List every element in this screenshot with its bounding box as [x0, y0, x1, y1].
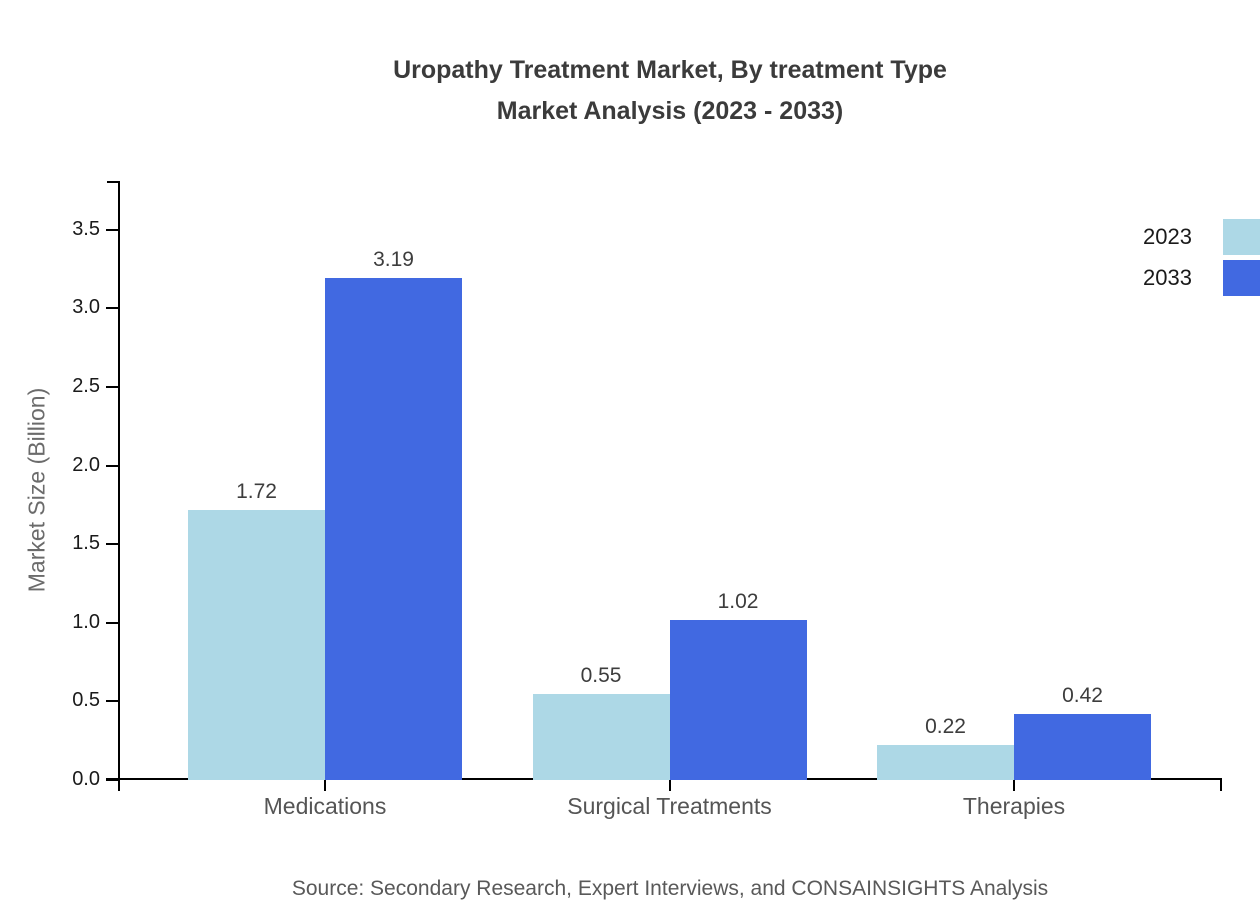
y-tick	[106, 228, 118, 231]
bar-2023-therapies	[877, 745, 1014, 780]
y-tick-label: 1.5	[72, 532, 100, 555]
chart-title-block: Uropathy Treatment Market, By treatment …	[80, 50, 1260, 132]
x-tick	[324, 780, 326, 791]
x-tick	[668, 780, 671, 791]
value-label-2023-therapies: 0.22	[925, 715, 966, 739]
value-label-2023-medications: 1.72	[236, 479, 277, 503]
y-tick	[106, 307, 118, 310]
y-tick-label: 0.5	[72, 689, 100, 712]
y-tick	[106, 464, 118, 467]
y-axis-title: Market Size (Billion)	[23, 387, 50, 593]
y-tick	[106, 700, 118, 703]
category-label-medications: Medications	[263, 793, 387, 819]
y-tick	[106, 543, 118, 546]
y-axis-end-cap	[107, 181, 118, 183]
y-tick-label: 3.5	[72, 217, 100, 240]
legend-label-2023: 2023	[1143, 224, 1192, 249]
bar-2023-surgical-treatments	[532, 693, 670, 780]
legend: 2023 2033	[1143, 219, 1260, 301]
y-tick-label: 0.0	[72, 768, 100, 790]
legend-swatch-2033	[1223, 260, 1260, 296]
y-tick	[106, 779, 118, 781]
legend-row-2023: 2023	[1143, 219, 1260, 255]
bar-2023-medications	[188, 509, 325, 780]
value-label-2033-therapies: 0.42	[1062, 683, 1103, 707]
legend-row-2033: 2033	[1143, 260, 1260, 296]
value-label-2033-surgical-treatments: 1.02	[717, 589, 759, 613]
value-label-2033-medications: 3.19	[373, 248, 414, 272]
bar-2033-surgical-treatments	[669, 619, 807, 780]
y-tick	[106, 621, 118, 624]
legend-label-2033: 2033	[1143, 265, 1192, 290]
source-note: Source: Secondary Research, Expert Inter…	[291, 877, 1049, 900]
y-tick	[106, 385, 118, 388]
x-tick	[1013, 780, 1015, 791]
category-label-therapies: Therapies	[962, 793, 1066, 819]
y-tick-label: 1.0	[72, 610, 100, 633]
chart-title: Uropathy Treatment Market, By treatment …	[393, 56, 947, 84]
y-tick-label: 2.0	[72, 453, 100, 476]
plot-area: 0.0 0.5 1.0 1.5 2.0 2.5 3.0 3.5 1.72 3.19 Medicati…	[72, 181, 1222, 819]
y-axis-line	[118, 181, 120, 791]
bar-2033-medications	[325, 278, 462, 780]
y-tick-label: 3.0	[72, 296, 100, 319]
chart-subtitle: Market Analysis (2023 - 2033)	[496, 97, 844, 125]
value-label-2023-surgical-treatments: 0.55	[580, 663, 622, 687]
x-axis-end-cap	[1220, 780, 1222, 791]
y-tick-label: 2.5	[72, 374, 100, 397]
bar-2033-therapies	[1014, 713, 1151, 780]
category-label-surgical-treatments: Surgical Treatments	[567, 793, 772, 819]
legend-swatch-2023	[1223, 219, 1260, 255]
